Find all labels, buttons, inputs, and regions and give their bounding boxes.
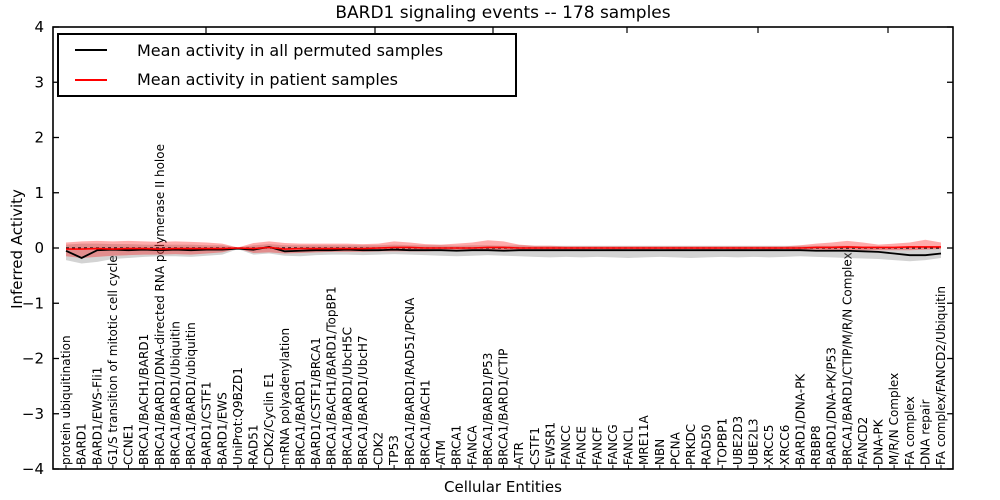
category-label: FANCE	[575, 426, 589, 465]
patient-mean-line	[66, 246, 941, 250]
category-label: FANCL	[622, 427, 636, 465]
legend: Mean activity in all permuted samples Me…	[57, 33, 517, 97]
category-label: XRCC5	[762, 425, 776, 465]
category-label: BARD1/EWS-Fli1	[90, 367, 104, 465]
category-label: BRCA1	[450, 425, 464, 465]
category-label: CCNE1	[122, 424, 136, 465]
category-label: EWSR1	[543, 422, 557, 465]
category-label: DNA repair	[918, 399, 932, 465]
y-tick-label: −2	[22, 350, 44, 368]
legend-label-patient: Mean activity in patient samples	[137, 70, 398, 90]
category-label: FANCF	[590, 427, 604, 465]
category-label: BRCA1/BACH1/BARD1	[137, 334, 151, 465]
permuted-mean-line	[65, 245, 942, 259]
chart-title: BARD1 signaling events -- 178 samples	[335, 3, 671, 23]
y-tick-label: 4	[34, 18, 44, 36]
category-label: BARD1/EWS	[215, 392, 229, 465]
category-label: TP53	[387, 435, 401, 466]
category-label: FA complex/FANCD2/Ubiquitin	[934, 286, 948, 465]
y-tick-label: −4	[22, 460, 44, 478]
category-label: RAD50	[700, 424, 714, 465]
category-label: BRCA1/BARD1	[293, 379, 307, 465]
category-label: BRCA1/BARD1/ubiquitin	[184, 322, 198, 465]
category-label: UBE2L3	[747, 418, 761, 465]
category-label: UBE2D3	[731, 416, 745, 465]
category-label: BARD1/CSTF1	[200, 381, 214, 465]
legend-label-permuted: Mean activity in all permuted samples	[137, 40, 444, 60]
category-label: BRCA1/BARD1/UbcH5C	[340, 327, 354, 465]
patient-line-swatch	[75, 78, 107, 81]
category-label: ATR	[512, 442, 526, 465]
category-label: TOPBP1	[715, 418, 729, 466]
y-tick-label: −3	[22, 405, 44, 423]
category-label: BRCA1/BARD1/CTIP/M/R/N Complex	[840, 252, 854, 465]
category-label: BRCA1/BARD1/UbcH7	[356, 335, 370, 465]
y-tick-label: −1	[22, 294, 44, 312]
category-label: BRCA1/BACH1/BARD1/TopBP1	[325, 286, 339, 465]
category-label: BARD1/DNA-PK	[793, 373, 807, 465]
permuted-line-swatch	[75, 49, 107, 52]
category-label: G1/S transition of mitotic cell cycle	[106, 255, 120, 465]
y-tick-label: 0	[34, 239, 44, 257]
category-label: BRCA1/BACH1	[418, 379, 432, 465]
legend-entry-permuted: Mean activity in all permuted samples	[59, 36, 515, 64]
category-label: M/R/N Complex	[887, 373, 901, 465]
category-label: CSTF1	[528, 427, 542, 465]
std-band	[66, 239, 941, 258]
category-label: BRCA1/BARD1/RAD51/PCNA	[403, 297, 417, 465]
category-label: CDK2/Cyclin E1	[262, 372, 276, 465]
legend-entry-patient: Mean activity in patient samples	[59, 66, 515, 94]
category-label: BARD1	[75, 423, 89, 465]
category-label: protein ubiquitination	[59, 335, 73, 465]
category-label: FANCC	[559, 425, 573, 465]
category-label: RAD51	[247, 424, 261, 465]
category-label: FANCD2	[856, 417, 870, 465]
category-label: PCNA	[668, 431, 682, 465]
category-label: BRCA1/BARD1/DNA-directed RNA polymerase …	[153, 144, 167, 465]
category-label: BRCA1/BARD1/P53	[481, 353, 495, 465]
category-label: NBN	[653, 439, 667, 465]
category-label: BRCA1/BARD1/Ubiquitin	[168, 321, 182, 465]
y-tick-label: 3	[34, 73, 44, 91]
category-label: FANCG	[606, 424, 620, 465]
x-axis-label: Cellular Entities	[444, 478, 562, 496]
y-tick-label: 2	[34, 129, 44, 147]
category-label: UniProt:Q9BZD1	[231, 367, 245, 465]
category-label: RBBP8	[809, 425, 823, 465]
category-label: MRE11A	[637, 414, 651, 465]
category-label: PRKDC	[684, 424, 698, 465]
category-label: BARD1/CSTF1/BRCA1	[309, 337, 323, 465]
category-label: BRCA1/BARD1/CTIP	[497, 349, 511, 465]
y-tick-label: 1	[34, 184, 44, 202]
category-label: CDK2	[372, 432, 386, 465]
category-label: XRCC6	[778, 425, 792, 465]
category-label: FA complex	[903, 396, 917, 465]
category-label: BARD1/DNA-PK/P53	[825, 347, 839, 465]
category-label: FANCA	[465, 425, 479, 465]
category-label: mRNA polyadenylation	[278, 328, 292, 465]
category-label: ATM	[434, 440, 448, 465]
category-label: DNA-PK	[872, 418, 886, 465]
